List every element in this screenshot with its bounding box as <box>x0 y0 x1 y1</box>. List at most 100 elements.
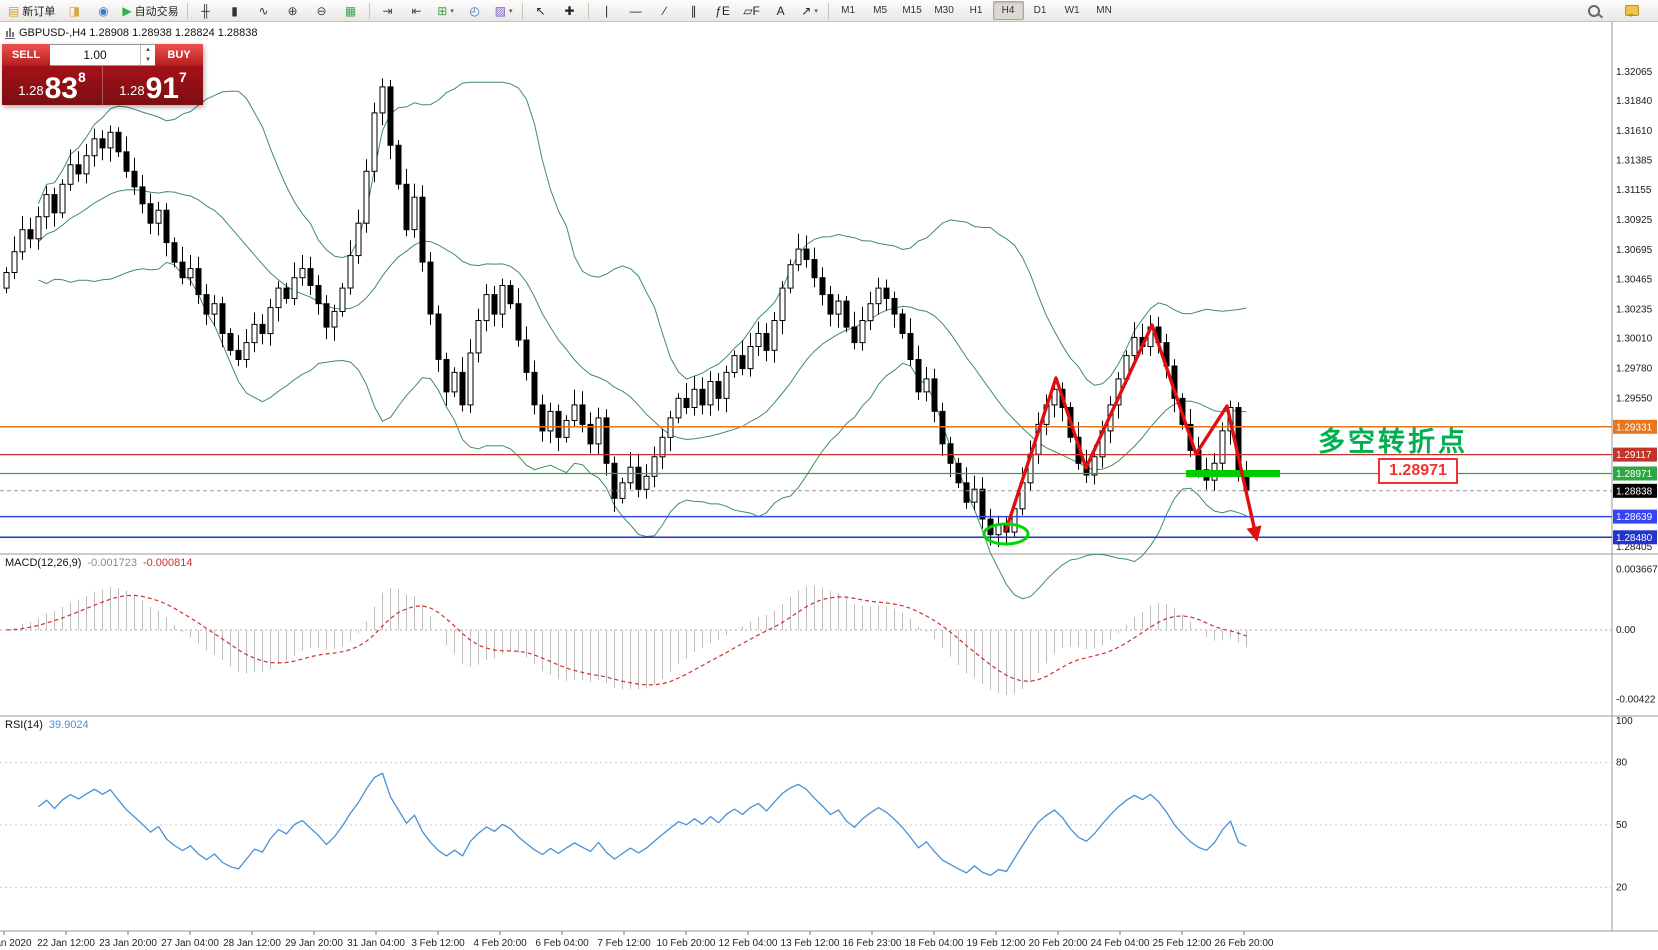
line-chart-button[interactable]: ∿ <box>250 1 278 21</box>
svg-text:31 Jan 04:00: 31 Jan 04:00 <box>347 938 405 949</box>
tile-windows-button[interactable]: ▦ <box>337 1 365 21</box>
svg-text:23 Jan 20:00: 23 Jan 20:00 <box>99 938 157 949</box>
profiles-button[interactable]: ◨ <box>60 1 88 21</box>
zoom-in-icon: ⊕ <box>287 3 298 18</box>
svg-text:7 Feb 12:00: 7 Feb 12:00 <box>597 938 651 949</box>
svg-text:26 Feb 20:00: 26 Feb 20:00 <box>1215 938 1274 949</box>
vertical-line-icon: ∣ <box>603 3 610 18</box>
volume-value[interactable]: 1.00 <box>83 48 107 62</box>
chat-bubble-icon <box>1625 5 1639 17</box>
symbol-header: GBPUSD-,H4 1.28908 1.28938 1.28824 1.288… <box>5 27 258 39</box>
channel-button[interactable]: ∥ <box>680 1 708 21</box>
timeframe-d1-button[interactable]: D1 <box>1033 5 1047 16</box>
autotrading-button-label: 自动交易 <box>134 5 179 18</box>
vertical-line-button[interactable]: ∣ <box>593 1 621 21</box>
auto-scroll-button[interactable]: ⇥ <box>374 1 402 21</box>
svg-text:12 Feb 04:00: 12 Feb 04:00 <box>719 938 778 949</box>
autotrading-button[interactable]: ▶ 自动交易 <box>118 1 182 21</box>
toolbar-separator <box>368 2 370 19</box>
svg-text:24 Feb 04:00: 24 Feb 04:00 <box>1091 938 1150 949</box>
svg-text:1.31610: 1.31610 <box>1616 126 1653 137</box>
text-button[interactable]: A <box>767 1 795 21</box>
timeframe-h4-button[interactable]: H4 <box>992 1 1024 20</box>
rsi-value: 39.9024 <box>48 719 89 731</box>
chevron-down-icon: ▾ <box>508 7 513 15</box>
bar-chart-button[interactable]: ╫ <box>192 1 220 21</box>
horizontal-line-button[interactable]: ― <box>622 1 650 21</box>
shapes-icon: ▱F <box>743 3 760 18</box>
volume-down-icon[interactable]: ▼ <box>145 57 151 63</box>
timeframe-m30-button[interactable]: M30 <box>934 5 954 16</box>
timeframe-m1-button[interactable]: M1 <box>841 5 856 16</box>
fibonacci-icon: ƒE <box>715 3 730 18</box>
chevron-down-icon: ▾ <box>814 7 818 15</box>
panel-frame <box>0 22 1658 932</box>
buy-button[interactable]: BUY <box>155 44 203 66</box>
volume-stepper[interactable]: ▲ ▼ <box>140 45 155 65</box>
cursor-button[interactable]: ↖ <box>527 1 555 21</box>
tile-windows-icon: ▦ <box>344 3 357 18</box>
buy-price-sup: 7 <box>178 69 187 85</box>
price-scale[interactable]: 1.32065 1.31840 1.31610 1.31385 1.31155 1.309… <box>1613 67 1657 553</box>
autotrading-icon: ▶ <box>122 3 132 18</box>
svg-text:1.31385: 1.31385 <box>1616 155 1653 166</box>
indicators-button[interactable]: ▨ ▾ <box>490 1 518 21</box>
svg-text:1.29550: 1.29550 <box>1616 393 1653 404</box>
svg-text:80: 80 <box>1616 758 1628 769</box>
trend-zigzag-arrow <box>1004 323 1262 542</box>
refresh-icon: ◉ <box>98 3 109 18</box>
macd-signal-value: -0.000814 <box>142 557 193 569</box>
svg-text:21 Jan 2020: 21 Jan 2020 <box>0 938 32 949</box>
sell-price-sup: 8 <box>77 69 86 85</box>
new-chart-button[interactable]: ⊞ ▾ <box>432 1 460 21</box>
svg-text:100: 100 <box>1616 716 1633 727</box>
horizontal-lines[interactable] <box>0 426 1612 539</box>
timeframe-m5-button[interactable]: M5 <box>873 5 888 16</box>
trendline-button[interactable]: ∕ <box>651 1 679 21</box>
trendline-icon: ∕ <box>663 3 666 18</box>
zoom-out-button[interactable]: ⊖ <box>308 1 336 21</box>
rsi-name: RSI(14) <box>5 719 43 731</box>
chat-button[interactable] <box>1618 1 1646 21</box>
timeframe-m15-button[interactable]: M15 <box>902 5 922 16</box>
svg-text:50: 50 <box>1616 820 1628 831</box>
support-level-bar <box>1186 470 1280 477</box>
horizontal-line-icon: ― <box>629 3 642 18</box>
chart-shift-button[interactable]: ⇤ <box>403 1 431 21</box>
arrows-button[interactable]: ↗ ▾ <box>796 1 824 21</box>
svg-text:4 Feb 20:00: 4 Feb 20:00 <box>473 938 527 949</box>
svg-text:1.31155: 1.31155 <box>1616 185 1652 196</box>
svg-text:1.28480: 1.28480 <box>1616 533 1653 544</box>
volume-up-icon[interactable]: ▲ <box>145 47 151 53</box>
timeframe-h1-button[interactable]: H1 <box>969 5 983 16</box>
refresh-button[interactable]: ◉ <box>89 1 117 21</box>
svg-text:0.003667: 0.003667 <box>1616 565 1658 576</box>
crosshair-icon: ✚ <box>564 3 575 18</box>
candles <box>3 78 1250 547</box>
search-button[interactable] <box>1580 1 1608 21</box>
bar-chart-icon: ╫ <box>201 3 210 18</box>
crosshair-button[interactable]: ✚ <box>556 1 584 21</box>
chart-canvas[interactable]: 0.003667 0.00 -0.00422 100 80 50 20 1.32065 1.31… <box>0 22 1658 950</box>
chart-annotations[interactable] <box>982 323 1280 546</box>
annotation-price-flag-label: 1.28971 <box>1378 458 1458 484</box>
timeframe-mn-button[interactable]: MN <box>1096 5 1112 16</box>
fibonacci-button[interactable]: ƒE <box>709 1 737 21</box>
new-order-button[interactable]: ▤ 新订单 <box>4 1 59 21</box>
period-button[interactable]: ◴ <box>461 1 489 21</box>
time-axis[interactable]: 21 Jan 2020 22 Jan 12:00 23 Jan 20:00 27 Ja… <box>0 931 1274 949</box>
buy-price[interactable]: 1.28 91 7 <box>103 66 203 105</box>
candle-chart-button[interactable]: ▮ <box>221 1 249 21</box>
svg-text:20 Feb 20:00: 20 Feb 20:00 <box>1029 938 1088 949</box>
sell-button[interactable]: SELL <box>2 44 50 66</box>
svg-text:1.28405: 1.28405 <box>1616 542 1653 553</box>
svg-text:28 Jan 12:00: 28 Jan 12:00 <box>223 938 281 949</box>
profiles-icon: ◨ <box>68 3 81 18</box>
zoom-in-button[interactable]: ⊕ <box>279 1 307 21</box>
volume-input[interactable]: 1.00 ▲ ▼ <box>50 44 155 66</box>
sell-price[interactable]: 1.28 83 8 <box>2 66 103 105</box>
timeframe-w1-button[interactable]: W1 <box>1064 5 1080 16</box>
shapes-button[interactable]: ▱F <box>738 1 766 21</box>
new-order-icon: ▤ <box>8 3 20 18</box>
